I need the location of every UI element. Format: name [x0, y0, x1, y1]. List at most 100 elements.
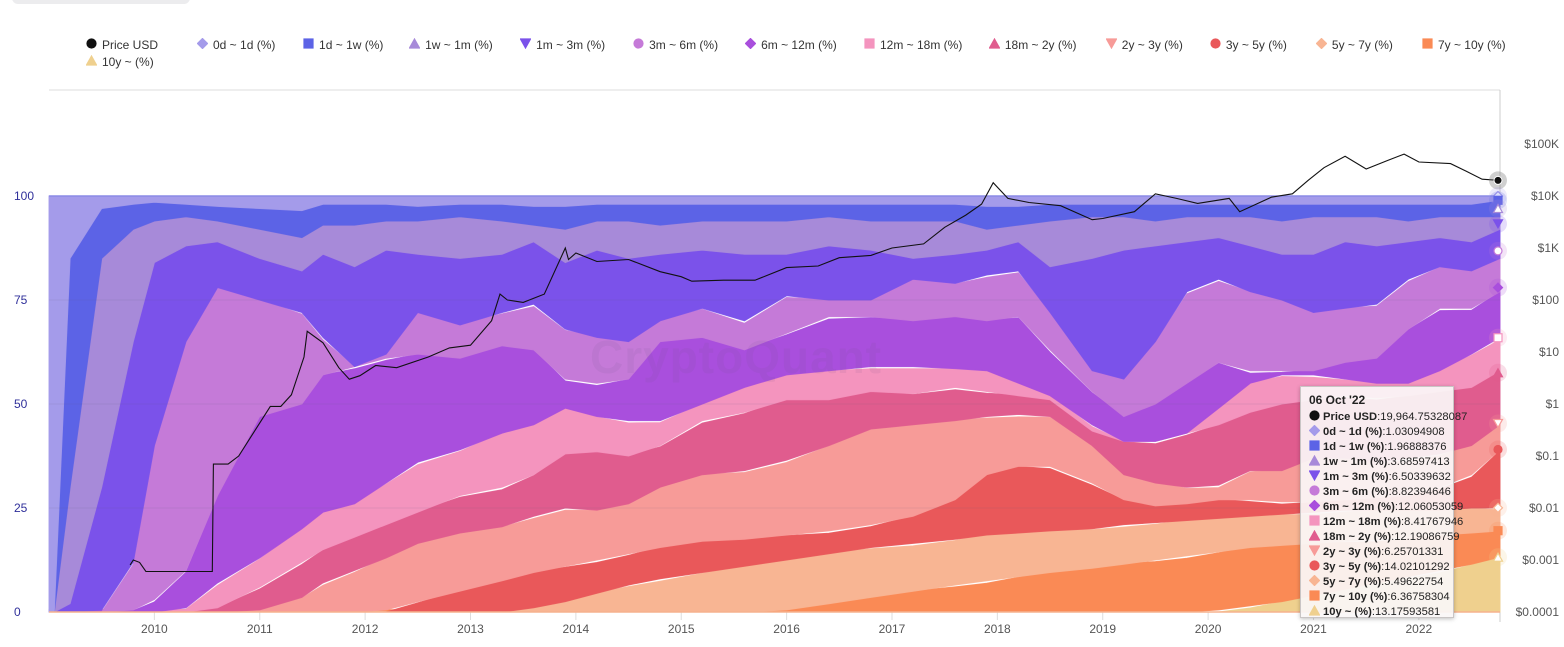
tooltip-series-name: 3m ~ 6m (%)	[1323, 485, 1389, 498]
triangle-up-icon	[1489, 548, 1507, 567]
tooltip: 06 Oct '22 Price USD: 19,964.75328087 0d …	[1300, 386, 1467, 619]
legend-label: 7y ~ 10y (%)	[1437, 37, 1506, 52]
tooltip-series-name: Price USD	[1323, 410, 1378, 423]
tooltip-row: 3y ~ 5y (%): 14.02101292	[1309, 559, 1453, 574]
legend-item[interactable]: 1d ~ 1w (%)	[303, 38, 409, 52]
legend-item[interactable]: 10y ~ (%)	[85, 54, 186, 69]
square-icon	[1489, 521, 1507, 540]
tooltip-value: 3.68597413	[1390, 455, 1450, 468]
legend-item[interactable]: 2y ~ 3y (%)	[1105, 37, 1210, 52]
x-tick-label: 2014	[563, 622, 590, 636]
tooltip-series-name: 6m ~ 12m (%)	[1323, 500, 1395, 513]
tooltip-separator: :	[1371, 605, 1375, 618]
circle-icon	[1210, 37, 1226, 52]
y-left-tick-label: 100	[14, 189, 34, 203]
legend-item[interactable]: 18m ~ 2y (%)	[988, 37, 1106, 52]
legend-label: 2y ~ 3y (%)	[1121, 37, 1183, 52]
square-icon	[1309, 514, 1323, 529]
tooltip-value: 19,964.75328087	[1380, 410, 1468, 423]
x-tick-label: 2022	[1406, 622, 1433, 636]
diamond-icon	[1489, 278, 1507, 297]
tooltip-separator: :	[1381, 560, 1385, 573]
x-tick-label: 2015	[668, 622, 695, 636]
diamond-icon	[196, 37, 213, 52]
y-right-tick-label: $100K	[1524, 137, 1559, 151]
y-right-tick-label: $0.001	[1522, 553, 1559, 567]
tooltip-series-name: 7y ~ 10y (%)	[1323, 590, 1388, 603]
legend-label: 1d ~ 1w (%)	[319, 37, 384, 52]
area-3m-6m	[48, 255, 1501, 613]
tooltip-series-name: 10y ~ (%)	[1323, 605, 1372, 618]
legend-item[interactable]: 1m ~ 3m (%)	[519, 37, 633, 52]
legend-item[interactable]: 7y ~ 10y (%)	[1422, 38, 1526, 52]
tooltip-value: 12.19086759	[1394, 530, 1460, 543]
legend-item[interactable]: 6m ~ 12m (%)	[744, 37, 864, 52]
legend-item[interactable]: 0d ~ 1d (%)	[196, 37, 303, 52]
legend-item[interactable]: 1w ~ 1m (%)	[408, 37, 520, 52]
legend-label: 6m ~ 12m (%)	[761, 37, 837, 52]
triangle-up-icon	[1308, 529, 1323, 544]
y-right-tick-label: $1K	[1538, 241, 1559, 255]
tooltip-series-name: 2y ~ 3y (%)	[1323, 545, 1382, 558]
y-left-tick-label: 25	[14, 501, 28, 515]
legend: Price USD 0d ~ 1d (%) 1d ~ 1w (%) 1w ~ 1m (…	[85, 36, 1526, 70]
square-icon	[864, 37, 880, 52]
diamond-icon	[1489, 498, 1507, 517]
legend-item[interactable]: 12m ~ 18m (%)	[864, 38, 989, 52]
legend-item[interactable]: 3m ~ 6m (%)	[633, 38, 745, 52]
diamond-icon	[1315, 37, 1332, 52]
tooltip-separator: :	[1388, 485, 1392, 498]
tooltip-series-name: 3y ~ 5y (%)	[1323, 560, 1382, 573]
tooltip-row: 2y ~ 3y (%): 6.25701331	[1308, 544, 1453, 559]
square-icon	[1422, 37, 1438, 52]
top-tab-bar	[12, 0, 190, 4]
triangle-up-icon	[1489, 199, 1507, 218]
y-left-tick-label: 0	[14, 605, 21, 619]
tooltip-separator: :	[1384, 440, 1388, 453]
tooltip-value: 8.41767946	[1404, 515, 1464, 528]
y-right-tick-label: $10	[1539, 345, 1559, 359]
triangle-down-icon	[1105, 37, 1122, 52]
x-tick-label: 2011	[247, 622, 273, 636]
triangle-down-icon	[519, 37, 536, 52]
triangle-down-icon	[1489, 414, 1507, 433]
square-icon	[1309, 589, 1323, 604]
legend-label: 12m ~ 18m (%)	[879, 37, 963, 52]
tooltip-series-name: 1w ~ 1m (%)	[1323, 455, 1388, 468]
triangle-down-icon	[1308, 469, 1323, 484]
circle-icon	[1309, 409, 1323, 424]
x-tick-label: 2021	[1300, 622, 1327, 636]
tooltip-value: 14.02101292	[1384, 560, 1450, 573]
y-left-tick-label: 75	[14, 293, 28, 307]
tooltip-separator: :	[1394, 500, 1398, 513]
x-tick-label: 2016	[773, 622, 800, 636]
legend-item[interactable]: 3y ~ 5y (%)	[1210, 38, 1316, 52]
x-tick-label: 2012	[352, 622, 379, 636]
tooltip-separator: :	[1387, 455, 1391, 468]
triangle-down-icon	[1308, 544, 1323, 559]
tooltip-separator: :	[1382, 425, 1386, 438]
tooltip-row: 1w ~ 1m (%): 3.68597413	[1308, 454, 1453, 469]
triangle-up-icon	[1308, 454, 1323, 469]
tooltip-series-name: 12m ~ 18m (%)	[1323, 515, 1402, 528]
legend-label: 18m ~ 2y (%)	[1004, 37, 1077, 52]
legend-item[interactable]: Price USD	[86, 38, 197, 52]
tooltip-row: 12m ~ 18m (%): 8.41767946	[1309, 514, 1463, 529]
legend-row: Price USD 0d ~ 1d (%) 1d ~ 1w (%) 1w ~ 1m (…	[86, 36, 1526, 53]
tooltip-row: 7y ~ 10y (%): 6.36758304	[1309, 589, 1453, 604]
price-line	[129, 153, 1501, 573]
tooltip-separator: :	[1401, 515, 1405, 528]
diamond-icon	[1308, 574, 1323, 589]
tooltip-series-name: 5y ~ 7y (%)	[1323, 575, 1382, 588]
tooltip-separator: :	[1387, 590, 1391, 603]
circle-icon	[633, 37, 649, 52]
triangle-up-icon	[1308, 604, 1323, 619]
x-tick-label: 2018	[984, 622, 1011, 636]
legend-label: 5y ~ 7y (%)	[1331, 37, 1393, 52]
tooltip-row: 1m ~ 3m (%): 6.50339632	[1308, 469, 1453, 484]
diamond-icon	[1308, 424, 1323, 439]
square-icon	[1489, 328, 1507, 347]
circle-icon	[1489, 241, 1507, 260]
y-right-tick-label: $1	[1546, 397, 1560, 411]
legend-item[interactable]: 5y ~ 7y (%)	[1315, 37, 1422, 52]
